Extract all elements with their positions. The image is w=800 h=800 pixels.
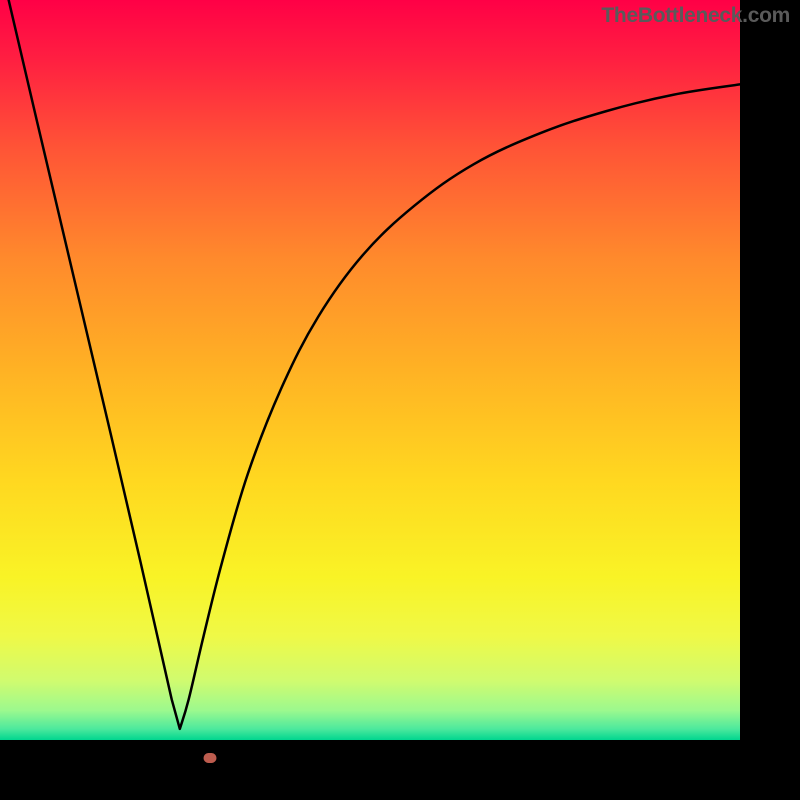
watermark-text: TheBottleneck.com	[601, 4, 790, 28]
bottleneck-chart	[0, 0, 740, 740]
plot-background	[0, 0, 740, 740]
minimum-marker	[203, 753, 216, 763]
